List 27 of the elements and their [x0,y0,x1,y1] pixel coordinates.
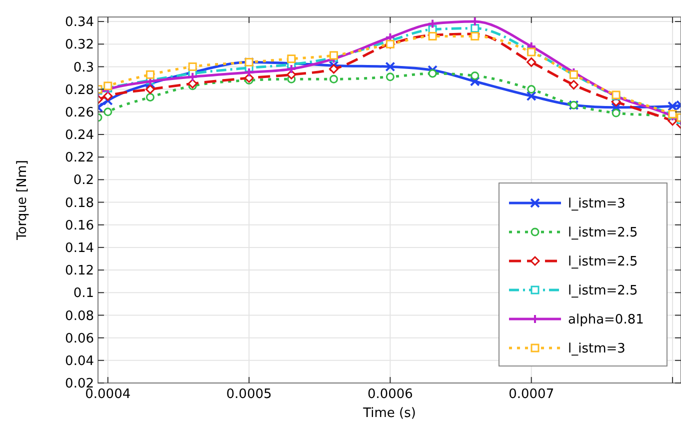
y-tick-label: 0.2 [73,173,94,188]
legend-label: l_istm=3 [568,196,626,212]
y-axis-title: Torque [Nm] [15,160,30,241]
legend-label: l_istm=3 [568,342,626,357]
x-tick-label: 0.0007 [508,387,554,402]
y-tick-label: 0.22 [65,150,94,166]
y-tick-label: 0.1 [73,286,94,302]
legend-label: l_istm=2.5 [568,226,638,241]
x-tick-label: 0.0006 [367,387,413,402]
y-tick-label: 0.32 [65,38,94,53]
y-tick-label: 0.24 [65,128,94,144]
y-tick-label: 0.16 [65,218,94,234]
legend-label: l_istm=2.5 [568,284,638,299]
y-tick-label: 0.08 [65,308,94,324]
y-tick-label: 0.14 [65,240,94,256]
y-tick-label: 0.06 [65,331,94,346]
x-tick-label: 0.0005 [226,387,272,402]
y-tick-label: 0.3 [73,60,94,76]
y-tick-label: 0.28 [65,82,94,98]
y-tick-label: 0.34 [65,15,94,30]
y-tick-label: 0.04 [65,354,94,369]
x-axis-title: Time (s) [362,406,416,421]
y-tick-label: 0.26 [65,105,94,120]
legend-label: l_istm=2.5 [568,254,638,270]
y-tick-label: 0.18 [65,196,94,211]
y-tick-label: 0.12 [65,264,94,279]
legend-label: alpha=0.81 [568,312,644,328]
